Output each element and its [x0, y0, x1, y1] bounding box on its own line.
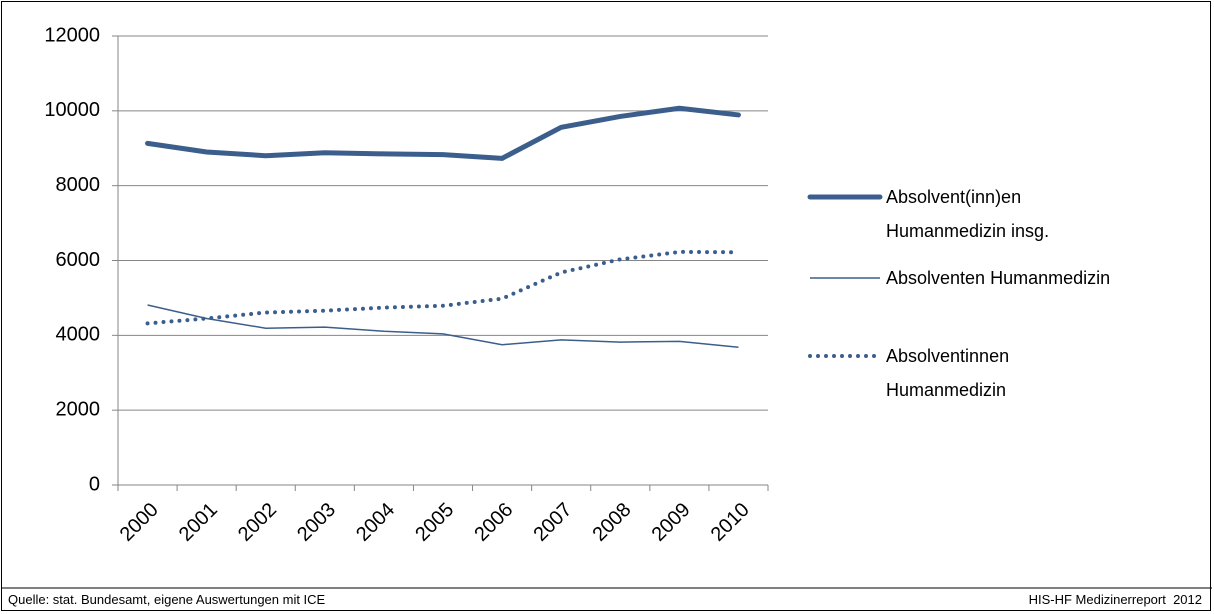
y-tick-label: 6000: [56, 249, 101, 271]
x-tick-label: 2009: [648, 499, 695, 546]
y-tick-label: 2000: [56, 398, 101, 420]
series-line: [145, 249, 741, 326]
y-tick-label: 4000: [56, 324, 101, 346]
legend-label: Absolventinnen Humanmedizin: [886, 346, 1010, 400]
legend-label: Absolventen Humanmedizin: [886, 268, 1111, 288]
y-tick-label: 0: [89, 473, 100, 495]
x-tick-label: 2007: [529, 499, 576, 546]
x-tick-label: 2008: [589, 499, 636, 546]
y-tick-label: 8000: [56, 174, 101, 196]
series-line: [145, 105, 741, 161]
legend-label: Absolvent(inn)en Humanmedizin insg.: [886, 187, 1050, 241]
y-tick-label: 12000: [44, 24, 100, 46]
x-tick-label: 2002: [234, 499, 281, 546]
x-tick-label: 2001: [175, 499, 222, 546]
x-tick-label: 2006: [470, 499, 517, 546]
footer-report: HIS-HF Medizinerreport 2012: [1028, 592, 1202, 607]
x-tick-label: 2010: [707, 499, 754, 546]
series-line: [147, 304, 739, 349]
y-tick-label: 10000: [44, 99, 100, 121]
x-tick-label: 2004: [352, 499, 399, 546]
x-tick-label: 2005: [411, 499, 458, 546]
x-tick-label: 2003: [293, 499, 340, 546]
x-tick-label: 2000: [116, 499, 163, 546]
footer-source: Quelle: stat. Bundesamt, eigene Auswertu…: [8, 592, 326, 607]
